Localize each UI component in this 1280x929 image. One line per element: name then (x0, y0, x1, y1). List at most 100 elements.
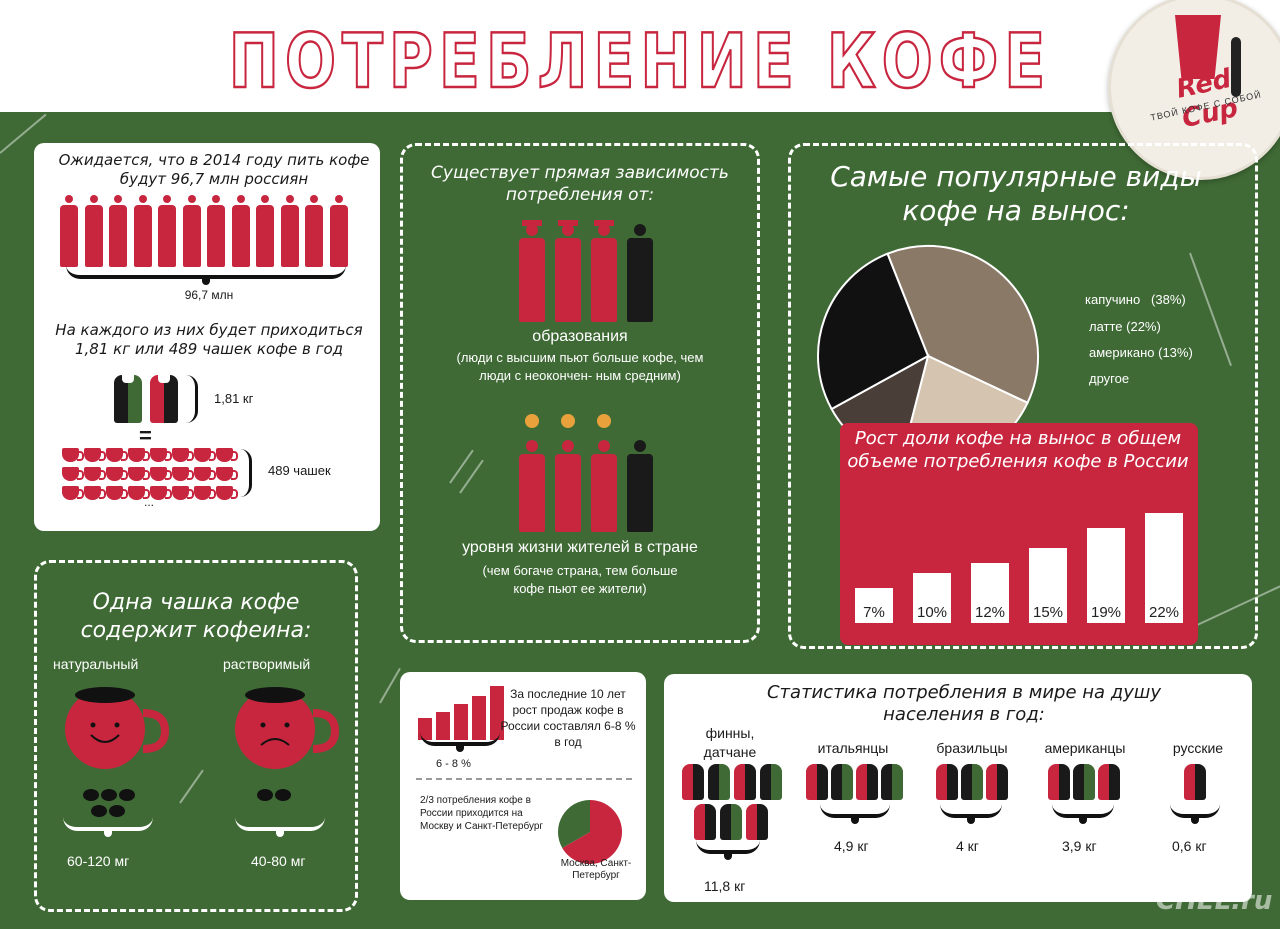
per-person-text: На каждого из них будет приходиться 1,81… (55, 321, 363, 358)
cup-icon (194, 467, 216, 481)
growth-bar (971, 563, 1009, 623)
country-name: американцы (1044, 740, 1126, 756)
caffeine-panel: Одна чашка кофе содержит кофеина: натура… (34, 560, 358, 912)
chalk-line (379, 667, 401, 704)
grad-cap-icon (558, 220, 578, 226)
cup-icon (62, 467, 84, 481)
capitals-pie-chart (558, 800, 622, 864)
person-icon (305, 195, 323, 267)
person-icon (182, 195, 201, 267)
cup-icon (128, 448, 150, 462)
person-icon (1231, 37, 1241, 97)
coin-icon (597, 414, 611, 428)
person-icon (519, 224, 545, 322)
legend-label: капучино (1085, 292, 1141, 307)
growth-bar-chart: 7% 10% 12% 15% 19% 22% (855, 513, 1183, 623)
person-icon (591, 440, 617, 532)
brace-icon (186, 375, 198, 423)
growth-text: За последние 10 лет рост продаж кофе в Р… (500, 687, 636, 749)
growth-bar-label: 15% (1033, 604, 1063, 621)
cup-icon (216, 486, 238, 500)
brace-icon (240, 449, 252, 497)
brace-icon (63, 817, 153, 837)
russians-text: Ожидается, что в 2014 году пить кофе буд… (58, 151, 370, 188)
coin-icon (561, 414, 575, 428)
living-note: (чем богаче страна, тем больше кофе пьют… (482, 563, 678, 596)
coffee-mugs-icon (65, 687, 340, 769)
pie-slice-capitals (562, 800, 622, 864)
world-panel: Статистика потребления в мире на душу на… (664, 674, 1252, 902)
coffee-bag-icon (734, 764, 756, 800)
coffee-bag-icon (1048, 764, 1070, 800)
popular-heading: Самые популярные виды кофе на вынос: (830, 160, 1202, 227)
country-name: итальянцы (817, 740, 889, 756)
cup-icon (1175, 15, 1221, 79)
coffee-bag-icon (936, 764, 958, 800)
divider (416, 778, 632, 780)
living-icons (519, 414, 659, 532)
cup-icon (106, 467, 128, 481)
growth-chart-panel: Рост доли кофе на вынос в общем объеме п… (840, 423, 1198, 645)
person-icon (231, 195, 250, 267)
brace-icon (66, 265, 346, 285)
natural-label: натуральный (53, 656, 139, 672)
pie-slice-other (558, 800, 590, 848)
living-title: уровня жизни жителей в стране (462, 539, 698, 556)
growth-bar (913, 573, 951, 623)
growth-bar-label: 19% (1091, 604, 1121, 621)
cup-icon (62, 486, 84, 500)
country-name: русские (1172, 740, 1224, 756)
coffee-bag-icon (961, 764, 983, 800)
cups-grid (62, 448, 252, 504)
sales-panel: 6 - 8 % За последние 10 лет рост продаж … (400, 672, 646, 900)
ellipsis: ... (144, 495, 155, 509)
cup-icon (172, 448, 194, 462)
country-name: бразильцы (936, 740, 1008, 756)
cup-icon (150, 486, 172, 500)
person-icon (591, 224, 617, 322)
coffee-bag-icon (1098, 764, 1120, 800)
coffee-bag-icon (856, 764, 878, 800)
coffee-bag-icon (682, 764, 704, 800)
pie-legend: капучино (38%) латте (22%) американо (13… (1085, 292, 1255, 392)
weight-label: 1,81 кг (214, 391, 254, 406)
coffee-bag-icon (986, 764, 1008, 800)
coffee-bag-icon (760, 764, 782, 800)
legend-item: капучино (38%) (1085, 292, 1186, 307)
coffee-bag-icon (694, 804, 716, 840)
person-icon (84, 195, 103, 267)
cups-label: 489 чашек (268, 463, 331, 478)
brace-icon (940, 804, 1002, 824)
coffee-bag-icon (806, 764, 828, 800)
cup-icon (194, 448, 216, 462)
growth-bar (1087, 528, 1125, 623)
country-value: 3,9 кг (1062, 838, 1097, 854)
brace-icon (235, 817, 325, 837)
pie-slice-другое (817, 252, 930, 411)
legend-item: американо (13%) (1089, 345, 1193, 360)
person-icon (158, 195, 176, 267)
brace-icon (420, 732, 500, 752)
person-icon (133, 195, 152, 267)
education-note: (люди с высшим пьют больше кофе, чем люд… (456, 350, 704, 383)
coffee-bag-icon (720, 804, 742, 840)
grad-cap-icon (594, 220, 614, 226)
legend-item: другое (1089, 371, 1130, 386)
person-icon (60, 195, 78, 267)
legend-item: латте (22%) (1089, 319, 1161, 334)
instant-label: растворимый (223, 656, 311, 672)
brace-icon (1052, 804, 1114, 824)
person-icon (555, 224, 581, 322)
header: ПОТРЕБЛЕНИЕ КОФЕ В МИРЕ (0, 0, 1280, 194)
grad-cap-icon (522, 220, 542, 226)
coffee-bag-icon (114, 375, 142, 423)
coffee-bag-icon (1184, 764, 1206, 800)
cup-icon (194, 486, 216, 500)
coffee-bag-icon (708, 764, 730, 800)
dependence-panel: Существует прямая зависимость потреблени… (400, 143, 760, 643)
person-icon (256, 195, 274, 267)
education-icons (519, 220, 659, 324)
cup-icon (84, 448, 106, 462)
coffee-bag-icon (150, 375, 178, 423)
world-heading: Статистика потребления в мире на душу на… (766, 682, 1161, 725)
